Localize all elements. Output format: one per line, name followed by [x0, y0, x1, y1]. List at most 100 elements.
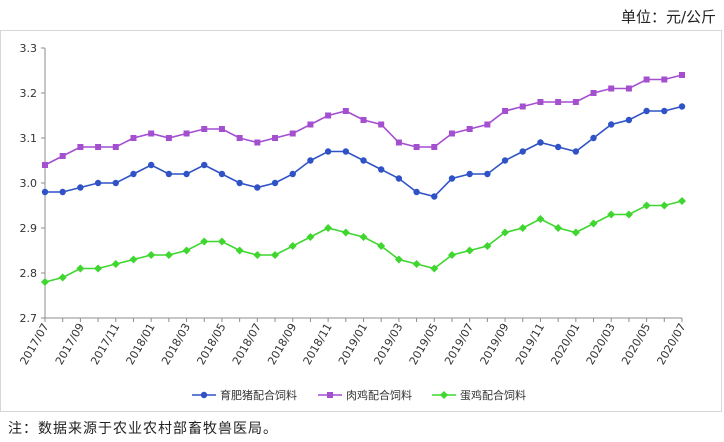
- data-point: [590, 134, 597, 142]
- data-point: [537, 139, 544, 146]
- data-point: [183, 170, 190, 178]
- data-point: [254, 184, 261, 191]
- data-point: [413, 188, 420, 196]
- data-point: [324, 224, 333, 232]
- x-tick-label: 2018/05: [194, 321, 228, 367]
- data-point: [271, 251, 280, 259]
- data-point: [307, 157, 314, 164]
- data-point: [501, 228, 510, 237]
- data-point: [200, 237, 209, 246]
- data-point: [466, 170, 473, 178]
- source-note: 注：数据来源于农业农村部畜牧兽医局。: [8, 421, 278, 437]
- data-point: [412, 260, 421, 268]
- data-point: [288, 242, 297, 250]
- x-tick-label: 2020/07: [654, 321, 688, 367]
- data-point: [518, 224, 527, 232]
- data-point: [554, 224, 563, 232]
- y-tick-label: 3.1: [20, 132, 38, 145]
- data-point: [447, 251, 456, 259]
- data-point: [112, 179, 119, 187]
- chart-frame: [0, 30, 722, 412]
- legend-marker: [200, 391, 208, 399]
- data-point: [147, 251, 156, 259]
- data-point: [130, 135, 137, 141]
- data-point: [235, 246, 244, 255]
- data-point: [642, 201, 651, 210]
- data-point: [679, 72, 685, 78]
- x-tick-label: 2020/05: [619, 321, 653, 367]
- data-point: [112, 144, 119, 150]
- data-point: [555, 99, 562, 105]
- y-tick-label: 3.3: [20, 42, 38, 55]
- data-point: [377, 242, 386, 250]
- data-point: [571, 228, 580, 237]
- data-point: [182, 246, 191, 255]
- data-point: [201, 161, 208, 169]
- data-point: [236, 135, 243, 141]
- data-point: [394, 255, 403, 264]
- data-point: [377, 166, 385, 173]
- data-point: [95, 144, 102, 150]
- data-point: [359, 233, 368, 241]
- data-point: [395, 139, 402, 146]
- legend-label: 蛋鸡配合饲料: [460, 388, 526, 402]
- data-point: [554, 143, 562, 151]
- y-tick-label: 3.2: [20, 87, 38, 100]
- data-point: [77, 184, 84, 191]
- data-point: [519, 148, 526, 155]
- x-tick-label: 2019/05: [407, 321, 441, 367]
- x-tick-label: 2019/07: [442, 321, 476, 367]
- y-tick-label: 2.8: [20, 267, 38, 280]
- legend-marker: [327, 392, 333, 398]
- data-point: [254, 139, 261, 146]
- data-point: [42, 162, 48, 168]
- data-point: [360, 157, 367, 164]
- data-point: [448, 175, 456, 182]
- data-point: [502, 108, 509, 114]
- data-point: [483, 242, 492, 250]
- unit-label: 单位：元/公斤: [620, 8, 716, 26]
- data-point: [395, 175, 403, 182]
- data-point: [589, 219, 598, 228]
- data-point: [643, 76, 650, 83]
- data-point: [41, 188, 49, 196]
- x-tick-label: 2019/11: [513, 321, 547, 367]
- data-point: [431, 144, 438, 150]
- data-point: [572, 99, 579, 105]
- data-point: [94, 264, 103, 273]
- series-line-2: [44, 200, 683, 283]
- x-tick-label: 2019/09: [478, 321, 512, 367]
- data-point: [271, 179, 279, 187]
- data-point: [342, 148, 350, 155]
- data-point: [201, 126, 208, 132]
- x-tick-label: 2018/01: [124, 321, 158, 367]
- data-point: [183, 130, 190, 137]
- x-tick-label: 2019/03: [371, 321, 405, 367]
- data-point: [448, 130, 455, 137]
- x-tick-label: 2017/09: [53, 321, 87, 367]
- data-point: [501, 157, 509, 164]
- x-tick-label: 2018/11: [301, 321, 335, 367]
- data-point: [324, 148, 332, 155]
- data-point: [59, 188, 66, 196]
- data-point: [289, 170, 296, 178]
- x-tick-label: 2020/03: [584, 321, 618, 367]
- data-point: [218, 170, 226, 178]
- data-point: [165, 170, 173, 178]
- data-point: [431, 193, 438, 200]
- data-point: [625, 116, 633, 124]
- data-point: [624, 210, 633, 219]
- data-point: [342, 108, 349, 114]
- data-point: [678, 197, 686, 205]
- data-point: [147, 161, 155, 169]
- data-point: [625, 85, 632, 92]
- data-point: [643, 107, 650, 115]
- data-point: [217, 237, 226, 246]
- data-point: [325, 112, 332, 119]
- x-tick-label: 2018/07: [230, 321, 264, 367]
- data-point: [536, 215, 545, 223]
- data-point: [272, 135, 279, 141]
- data-point: [484, 170, 491, 178]
- legend-label: 肉鸡配合饲料: [346, 388, 412, 402]
